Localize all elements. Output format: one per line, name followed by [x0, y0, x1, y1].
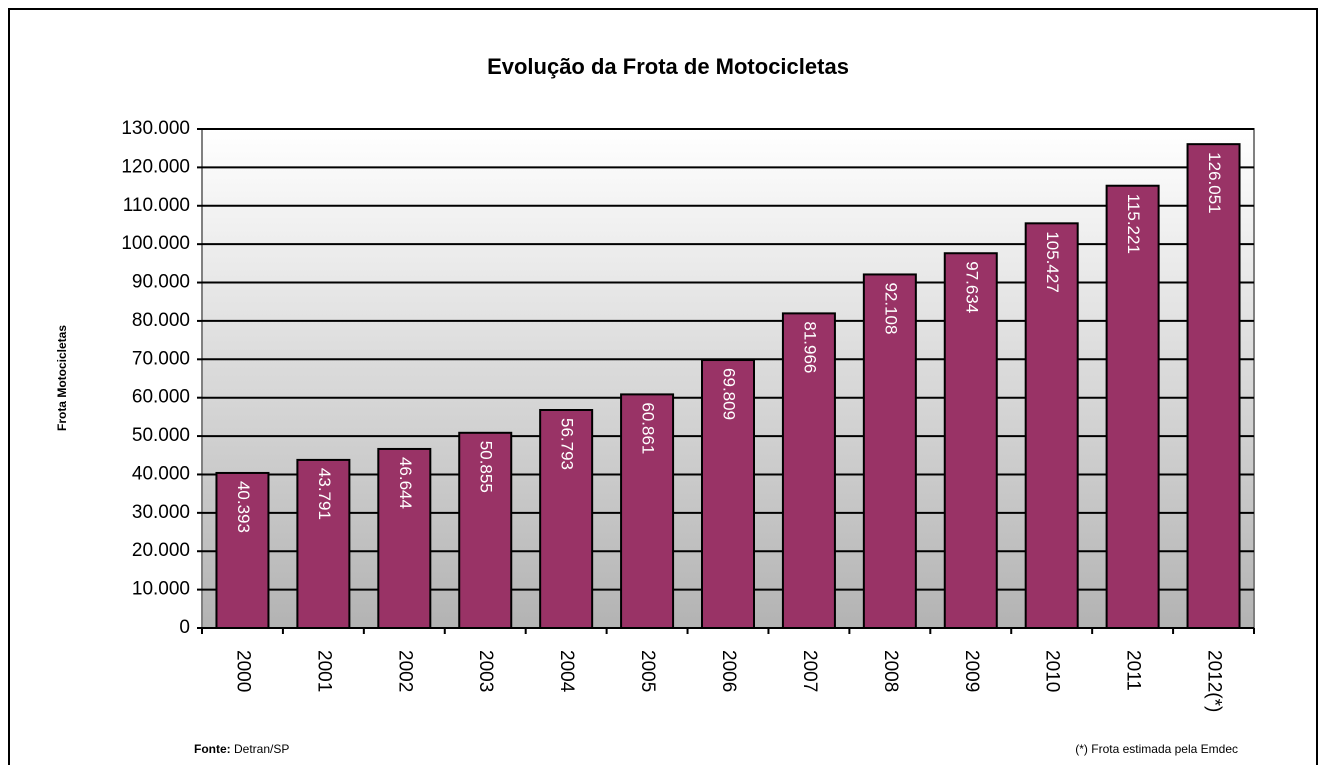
bar: [296, 458, 351, 630]
y-axis-label: Frota Motocicletas: [55, 325, 69, 431]
data-label: 92.108: [881, 282, 900, 334]
data-label: 115.221: [1124, 194, 1143, 254]
bar: [862, 273, 917, 629]
bar: [701, 359, 755, 629]
x-tick-label: 2011: [1123, 650, 1144, 691]
bar: [458, 431, 513, 629]
y-tick-label: 130.000: [121, 118, 190, 139]
x-tick-label: 2010: [1042, 650, 1063, 692]
source-text: Detran/SP: [234, 742, 289, 756]
bar: [943, 252, 998, 629]
source: Fonte: Detran/SP: [194, 742, 289, 756]
y-tick-label: 40.000: [132, 463, 190, 484]
y-tick-label: 10.000: [132, 579, 190, 600]
note: (*) Frota estimada pela Emdec: [1075, 742, 1238, 756]
x-tick-label: 2012(*): [1204, 650, 1225, 712]
data-label: 60.861: [639, 402, 658, 454]
data-label: 50.855: [477, 441, 496, 493]
data-label: 56.793: [558, 418, 577, 470]
bar: [215, 471, 270, 630]
y-tick-label: 120.000: [121, 156, 190, 177]
data-label: 69.809: [720, 368, 739, 420]
x-tick-label: 2004: [556, 650, 577, 693]
bar: [1186, 143, 1241, 629]
y-tick-label: 90.000: [132, 272, 190, 293]
x-tick-label: 2003: [475, 650, 496, 692]
bar: [1105, 184, 1160, 629]
data-label: 43.791: [315, 468, 334, 520]
y-tick-label: 0: [179, 617, 190, 638]
x-tick-label: 2007: [799, 650, 820, 692]
y-tick-label: 60.000: [132, 387, 190, 408]
bar: [620, 393, 675, 629]
data-label: 97.634: [962, 261, 981, 313]
data-label: 81.966: [800, 321, 819, 373]
y-tick-label: 50.000: [132, 425, 190, 446]
bar: [781, 312, 836, 629]
x-tick-label: 2005: [637, 650, 658, 692]
y-tick-label: 30.000: [132, 502, 190, 523]
x-tick-label: 2000: [232, 650, 253, 692]
x-tick-label: 2001: [313, 650, 334, 692]
data-label: 126.051: [1205, 152, 1224, 213]
source-label: Fonte:: [194, 742, 231, 756]
x-tick-label: 2002: [394, 650, 415, 692]
bar: [377, 447, 432, 629]
x-tick-label: 2009: [961, 650, 982, 692]
bar: [539, 409, 594, 629]
x-tick-label: 2008: [880, 650, 901, 692]
y-tick-label: 80.000: [132, 310, 190, 331]
x-tick-label: 2006: [718, 650, 739, 692]
y-tick-label: 110.000: [123, 195, 190, 216]
data-label: 40.393: [234, 481, 253, 533]
bar: [1024, 222, 1079, 629]
y-tick-label: 100.000: [121, 233, 190, 254]
y-tick-label: 20.000: [132, 540, 190, 561]
data-label: 46.644: [396, 457, 415, 509]
data-label: 105.427: [1043, 231, 1062, 292]
y-tick-label: 70.000: [132, 348, 190, 369]
chart-title: Evolução da Frota de Motocicletas: [487, 54, 849, 79]
